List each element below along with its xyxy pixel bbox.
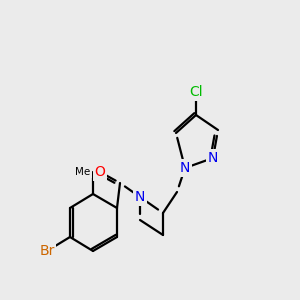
Text: Me: Me: [75, 167, 91, 177]
Text: Cl: Cl: [189, 85, 203, 99]
Text: Br: Br: [39, 244, 55, 258]
Text: N: N: [135, 190, 145, 204]
Text: O: O: [94, 165, 105, 179]
Text: N: N: [208, 151, 218, 165]
Text: N: N: [180, 161, 190, 175]
